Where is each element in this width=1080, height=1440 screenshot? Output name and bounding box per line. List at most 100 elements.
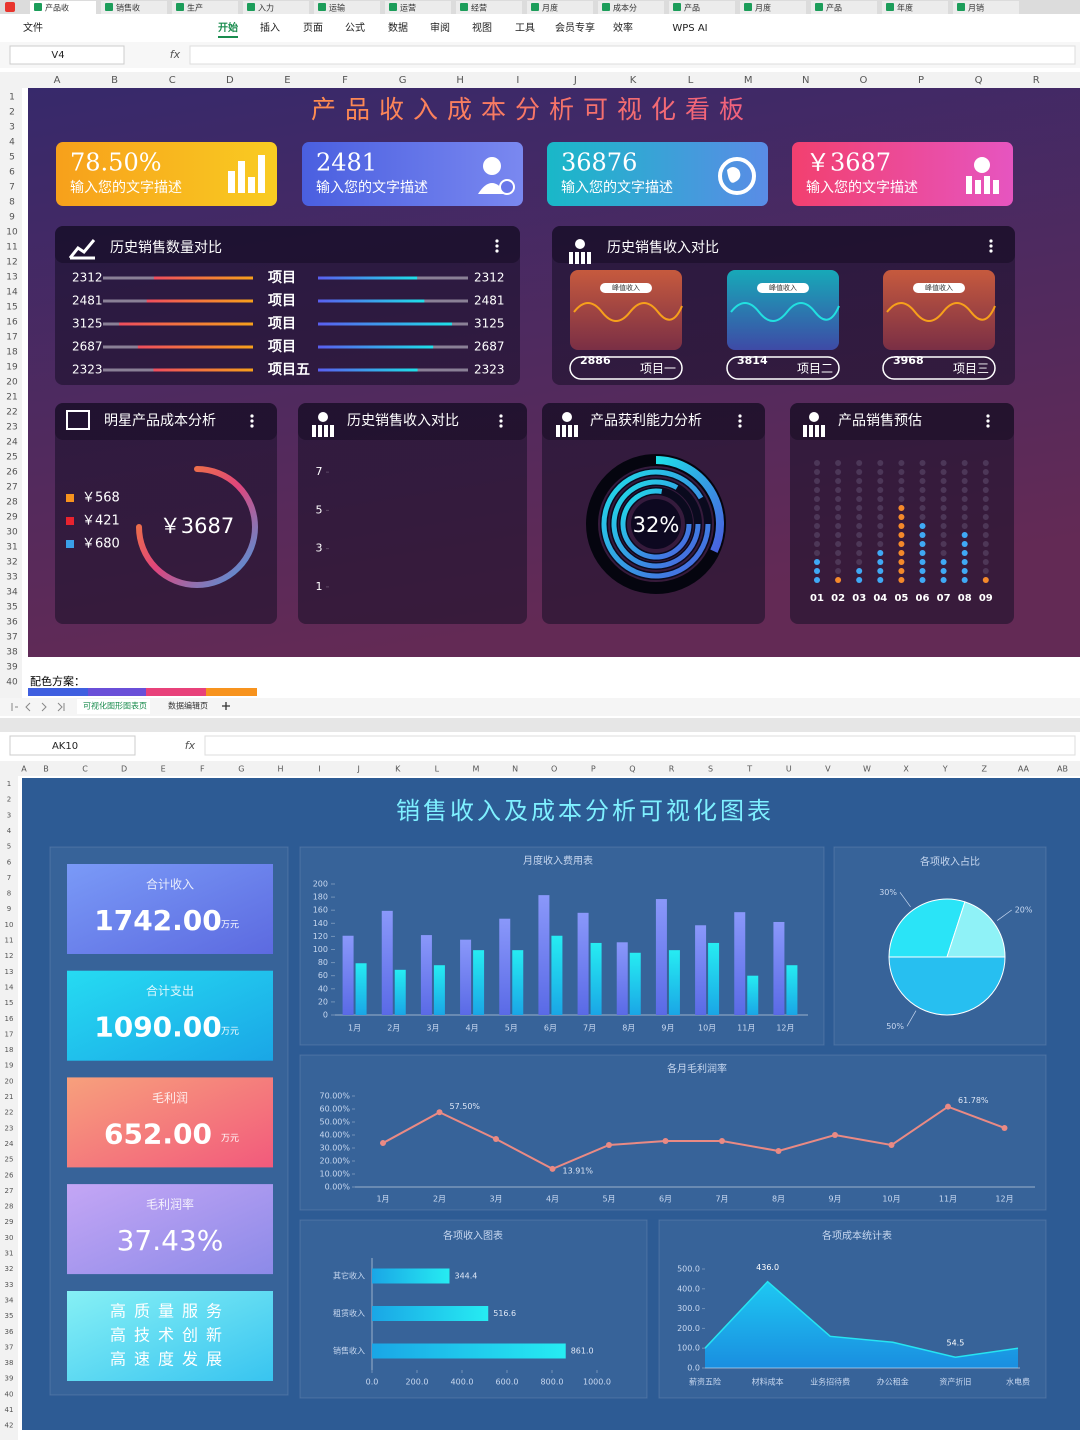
data-label: 344.4 bbox=[454, 1272, 477, 1281]
panel-icon bbox=[556, 425, 560, 437]
more-menu[interactable] bbox=[738, 419, 742, 423]
dot-track bbox=[961, 469, 968, 475]
menu-item[interactable]: 视图 bbox=[472, 21, 492, 34]
sheet-tab[interactable] bbox=[150, 699, 226, 714]
more-menu[interactable] bbox=[986, 419, 990, 423]
file-tab[interactable] bbox=[385, 1, 451, 14]
file-tab[interactable] bbox=[669, 1, 735, 14]
column-label: AA bbox=[1018, 765, 1030, 774]
file-tab-label[interactable]: 入力 bbox=[258, 3, 274, 13]
legend-label: ￥421 bbox=[82, 514, 120, 529]
more-menu[interactable] bbox=[989, 244, 993, 248]
row-label: 10 bbox=[5, 921, 14, 929]
formula-input[interactable] bbox=[204, 735, 1076, 756]
x-tick-label: 07 bbox=[937, 593, 951, 604]
more-menu[interactable] bbox=[738, 424, 742, 428]
sheet-nav[interactable] bbox=[11, 702, 65, 712]
card-pill bbox=[569, 356, 683, 380]
more-menu[interactable] bbox=[499, 424, 503, 428]
file-tab[interactable] bbox=[953, 1, 1019, 14]
formula-input[interactable] bbox=[189, 45, 1076, 65]
file-tab[interactable] bbox=[172, 1, 238, 14]
more-menu[interactable] bbox=[250, 424, 254, 428]
file-tab[interactable] bbox=[30, 1, 96, 14]
file-tab-label[interactable]: 月销 bbox=[968, 3, 984, 13]
dot-track bbox=[835, 487, 842, 493]
column-label: P bbox=[591, 765, 596, 774]
x-tick-label: 08 bbox=[958, 593, 972, 604]
bar-value: 2481 bbox=[72, 294, 103, 308]
add-sheet[interactable] bbox=[222, 702, 230, 710]
dot bbox=[877, 550, 884, 556]
menu-item[interactable]: 文件 bbox=[23, 21, 43, 34]
file-tab[interactable] bbox=[882, 1, 948, 14]
name-box[interactable] bbox=[9, 735, 136, 756]
file-tab-label[interactable]: 年度 bbox=[897, 3, 913, 13]
file-tab[interactable] bbox=[101, 1, 167, 14]
y-tick-label: 40.00% bbox=[319, 1131, 350, 1140]
kpi-label: 合计收入 bbox=[146, 877, 194, 892]
bar-category: 项目 bbox=[268, 293, 296, 309]
file-tab-label[interactable]: 产品 bbox=[826, 3, 842, 13]
menu-item[interactable]: 工具 bbox=[515, 22, 535, 34]
name-box[interactable] bbox=[9, 45, 125, 65]
column-label: F bbox=[200, 765, 205, 774]
more-menu[interactable] bbox=[986, 424, 990, 428]
sheet-tab[interactable] bbox=[77, 699, 153, 714]
x-tick-label: 8月 bbox=[622, 1024, 635, 1033]
sheet-tab-label[interactable]: 可视化图形图表页 bbox=[83, 701, 147, 711]
panel-header bbox=[552, 226, 1015, 263]
menu-item[interactable]: 会员专享 bbox=[555, 21, 595, 34]
row-label: 8 bbox=[9, 198, 15, 208]
dot-track bbox=[856, 496, 863, 502]
bar bbox=[629, 952, 641, 1015]
bar-value: 3125 bbox=[72, 317, 103, 331]
file-tab-label[interactable]: 月度 bbox=[755, 3, 771, 13]
file-tab-label[interactable]: 运营 bbox=[400, 3, 416, 13]
file-tab[interactable] bbox=[314, 1, 380, 14]
menu-item[interactable]: 公式 bbox=[345, 21, 365, 34]
more-menu[interactable] bbox=[495, 244, 499, 248]
file-tab-label[interactable]: 经营 bbox=[471, 3, 487, 13]
file-tab-label[interactable]: 产品收 bbox=[45, 3, 69, 13]
column-label: J bbox=[573, 75, 577, 86]
column-label: M bbox=[744, 75, 753, 86]
menu-item[interactable]: 数据 bbox=[388, 21, 408, 34]
menu-item[interactable]: 开始 bbox=[218, 21, 238, 34]
file-tab[interactable] bbox=[527, 1, 593, 14]
menu-item[interactable]: 插入 bbox=[260, 21, 280, 34]
file-tab[interactable] bbox=[243, 1, 309, 14]
menu-item[interactable]: WPS AI bbox=[672, 23, 707, 34]
x-tick-label: 8月 bbox=[772, 1195, 785, 1204]
more-menu[interactable] bbox=[986, 414, 990, 418]
more-menu[interactable] bbox=[250, 419, 254, 423]
file-tab[interactable] bbox=[811, 1, 877, 14]
file-tab-label[interactable]: 生产 bbox=[187, 3, 203, 13]
more-menu[interactable] bbox=[499, 414, 503, 418]
file-tab[interactable] bbox=[598, 1, 664, 14]
menu-item[interactable]: 审阅 bbox=[430, 21, 450, 34]
file-tab[interactable] bbox=[740, 1, 806, 14]
more-menu[interactable] bbox=[495, 239, 499, 243]
panel-title: 历史销售收入对比 bbox=[347, 413, 459, 429]
file-tab[interactable] bbox=[456, 1, 522, 14]
bar bbox=[394, 969, 406, 1015]
file-tab-label[interactable]: 运输 bbox=[329, 3, 345, 13]
file-tab-label[interactable]: 成本分 bbox=[613, 3, 637, 13]
file-tab-label[interactable]: 销售收 bbox=[116, 3, 140, 13]
more-menu[interactable] bbox=[738, 414, 742, 418]
data-label: 54.5 bbox=[946, 1339, 964, 1348]
menu-item[interactable]: 页面 bbox=[303, 22, 323, 34]
kpi-desc: 输入您的文字描述 bbox=[316, 179, 428, 196]
sheet-tab-label[interactable]: 数据编辑页 bbox=[168, 701, 208, 711]
more-menu[interactable] bbox=[250, 414, 254, 418]
legend-swatch bbox=[66, 540, 74, 548]
more-menu[interactable] bbox=[499, 419, 503, 423]
more-menu[interactable] bbox=[989, 249, 993, 253]
file-tab-label[interactable]: 月度 bbox=[542, 3, 558, 13]
file-tab-label[interactable]: 产品 bbox=[684, 3, 700, 13]
more-menu[interactable] bbox=[495, 249, 499, 253]
menu-item[interactable]: 效率 bbox=[613, 21, 633, 34]
more-menu[interactable] bbox=[989, 239, 993, 243]
dot-track bbox=[961, 514, 968, 520]
